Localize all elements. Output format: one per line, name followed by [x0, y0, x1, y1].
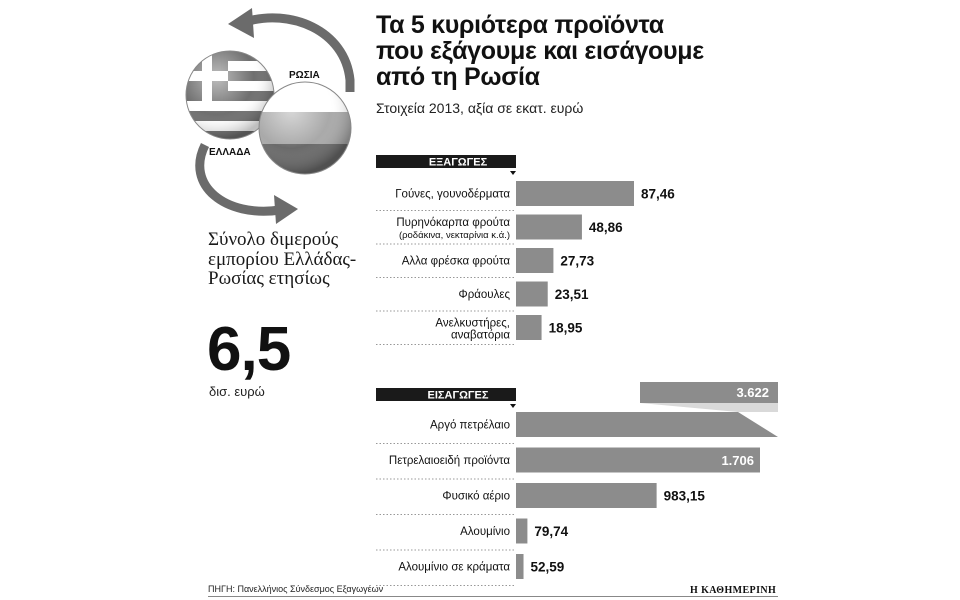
category-label: Πετρελαιοειδή προϊόντα: [389, 455, 510, 467]
data-bar: [516, 315, 542, 340]
category-label: (ροδάκινα, νεκταρίνια κ.ά.): [399, 230, 510, 241]
section-header-marker: [510, 404, 516, 408]
data-bar: [516, 214, 582, 240]
top-arrow-icon: [243, 13, 355, 92]
section-header-bar: [376, 155, 516, 168]
category-label: Γούνες, γουνοδέρματα: [395, 189, 510, 201]
title-line: Τα 5 κυριότερα προϊόντα: [376, 11, 664, 39]
section-header-marker: [510, 171, 516, 175]
greece-label: ΕΛΛΑΔΑ: [209, 147, 251, 158]
data-bar: [516, 181, 634, 206]
total-trade-unit: δισ. ευρώ: [209, 384, 265, 399]
category-label: Αλουμίνιο: [460, 526, 510, 538]
value-label: 52,59: [531, 560, 565, 575]
greece-russia-logo: ΡΩΣΙΑ ΕΛΛΑΔΑ: [185, 8, 355, 224]
value-label: 23,51: [555, 287, 589, 302]
source-note: ΠΗΓΗ: Πανελλήνιος Σύνδεσμος Εξαγωγέων: [208, 584, 384, 594]
page-title: Τα 5 κυριότερα προϊόντα που εξάγουμε και…: [376, 12, 756, 90]
top-arrow-head-icon: [228, 8, 254, 38]
bottom-arrow-head-icon: [274, 195, 298, 224]
data-bar: [516, 518, 528, 544]
category-label: Φυσικό αέριο: [442, 491, 510, 503]
russia-label: ΡΩΣΙΑ: [289, 70, 320, 81]
category-label: Ανελκυστήρες,: [435, 318, 510, 330]
category-label: Αλλα φρέσκα φρούτα: [402, 256, 511, 268]
data-bar-overflow: [640, 382, 778, 403]
value-label: 18,95: [549, 321, 583, 336]
page-subtitle: Στοιχεία 2013, αξία σε εκατ. ευρώ: [376, 100, 584, 116]
category-label: Φράουλες: [459, 289, 511, 301]
section-header-label: ΕΞΑΓΩΓΕΣ: [429, 157, 488, 169]
value-label: 3.622: [736, 385, 769, 400]
value-label: 48,86: [589, 220, 623, 235]
category-label: Αργό πετρέλαιο: [430, 420, 510, 432]
category-label: Αλουμίνιο σε κράματα: [398, 562, 510, 574]
title-line: που εξάγουμε και εισάγουμε: [376, 37, 704, 65]
axis-break-wedge: [640, 403, 778, 412]
value-label: 79,74: [534, 524, 568, 539]
newspaper-credit: Η ΚΑΘΗΜΕΡΙΝΗ: [690, 585, 777, 596]
value-label: 27,73: [560, 254, 594, 269]
category-label: Πυρηνόκαρπα φρούτα: [396, 217, 510, 229]
footer-divider: [208, 596, 778, 597]
section-header-label: ΕΙΣΑΓΩΓΕΣ: [428, 390, 489, 402]
value-label: 1.706: [721, 453, 754, 468]
value-label: 983,15: [664, 489, 706, 504]
data-bar: [516, 483, 657, 508]
total-trade-value: 6,5: [207, 315, 291, 384]
data-bar: [516, 554, 524, 579]
bottom-arrow-icon: [195, 142, 281, 216]
value-label: 87,46: [641, 187, 675, 202]
data-bar: [516, 412, 778, 437]
data-bar: [516, 281, 548, 307]
data-bar: [516, 447, 760, 473]
greek-flag-icon: [186, 51, 274, 139]
section-header-bar: [376, 388, 516, 401]
category-label: αναβατόρια: [451, 330, 510, 342]
title-line: από τη Ρωσία: [376, 63, 540, 91]
total-trade-caption: Σύνολο διμερούς εμπορίου Ελλάδας-Ρωσίας …: [208, 229, 357, 289]
data-bar: [516, 248, 554, 273]
